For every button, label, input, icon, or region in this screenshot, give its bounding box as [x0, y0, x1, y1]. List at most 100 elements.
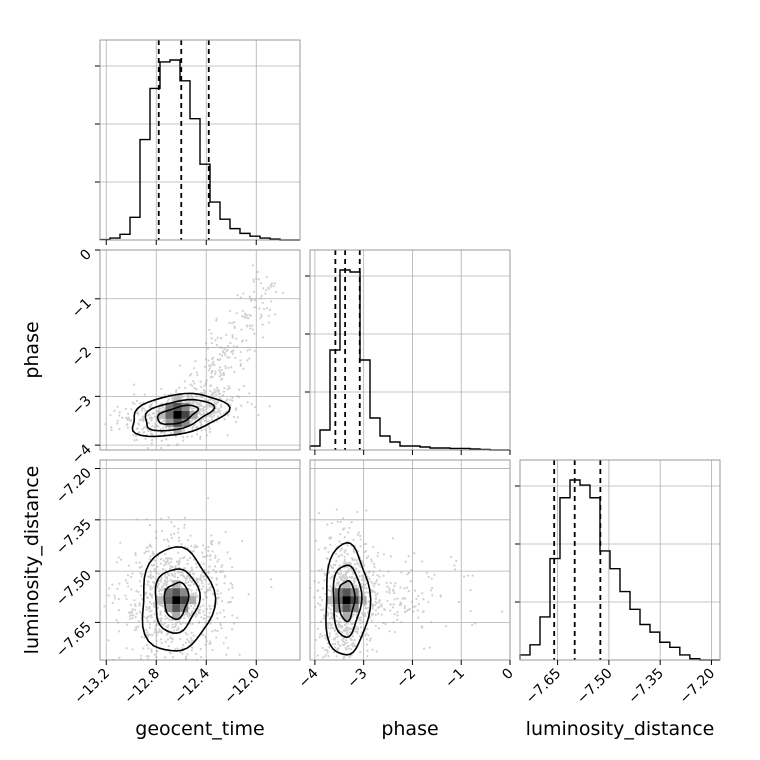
scatter-point	[137, 590, 140, 594]
scatter-point	[146, 596, 149, 600]
scatter-point	[131, 401, 134, 404]
scatter-point	[359, 538, 362, 541]
scatter-point	[314, 638, 317, 642]
scatter-point	[199, 409, 202, 412]
scatter-point	[156, 424, 159, 427]
scatter-point	[329, 594, 333, 597]
scatter-point	[316, 589, 319, 593]
scatter-point	[205, 434, 209, 437]
scatter-point	[345, 576, 348, 580]
scatter-point	[247, 593, 250, 596]
scatter-point	[209, 398, 213, 401]
scatter-point	[193, 386, 196, 390]
scatter-point	[336, 520, 339, 523]
scatter-point	[345, 631, 349, 634]
scatter-point	[404, 560, 407, 563]
scatter-point	[346, 553, 349, 556]
y-tick-label: −2	[69, 344, 95, 370]
scatter-point	[354, 563, 357, 566]
scatter-point	[150, 609, 153, 612]
x-tick-label: −2	[393, 666, 419, 692]
scatter-point	[471, 574, 474, 577]
scatter-point	[194, 594, 198, 597]
scatter-point	[148, 607, 151, 610]
scatter-point	[242, 367, 245, 370]
scatter-point	[138, 602, 141, 605]
scatter-point	[221, 354, 224, 357]
density-cell	[173, 410, 182, 419]
scatter-point	[412, 605, 415, 608]
scatter-point	[224, 367, 227, 370]
scatter-point	[162, 559, 165, 562]
scatter-point	[163, 393, 167, 396]
scatter-point	[392, 606, 395, 609]
scatter-point	[205, 571, 208, 574]
scatter-point	[178, 557, 182, 560]
scatter-point	[348, 627, 351, 630]
scatter-point	[116, 419, 119, 422]
scatter-point	[186, 397, 189, 400]
scatter-point	[149, 588, 152, 591]
scatter-point	[148, 626, 151, 629]
scatter-point	[223, 347, 226, 351]
scatter-point	[148, 413, 151, 416]
scatter-point	[173, 525, 176, 528]
scatter-point	[184, 641, 187, 644]
scatter-point	[147, 422, 150, 425]
scatter-point	[118, 427, 121, 431]
scatter-point	[251, 297, 254, 301]
scatter-point	[118, 656, 121, 659]
scatter-point	[203, 365, 206, 368]
scatter-point	[205, 411, 208, 414]
scatter-point	[230, 350, 233, 353]
scatter-point	[209, 554, 212, 557]
scatter-point	[148, 524, 152, 527]
scatter-point	[135, 626, 138, 629]
scatter-point	[200, 616, 203, 619]
scatter-point	[371, 648, 374, 651]
scatter-point	[159, 580, 162, 583]
density-cell	[342, 588, 351, 597]
scatter-point	[160, 517, 163, 520]
scatter-point	[207, 425, 211, 428]
scatter-point	[226, 551, 229, 554]
scatter-point	[264, 292, 267, 295]
scatter-point	[137, 431, 140, 434]
scatter-point	[356, 533, 359, 536]
scatter-point	[220, 369, 223, 372]
scatter-point	[386, 585, 389, 588]
panel-scatter-geocent_time-luminosity_distance	[99, 459, 301, 661]
scatter-point	[205, 608, 208, 611]
scatter-point	[157, 572, 160, 575]
scatter-point	[450, 556, 453, 559]
scatter-point	[160, 593, 163, 596]
scatter-point	[252, 280, 256, 283]
scatter-point	[200, 574, 203, 577]
scatter-point	[194, 652, 197, 656]
scatter-point	[329, 585, 332, 588]
scatter-point	[343, 620, 346, 624]
scatter-point	[363, 587, 366, 590]
scatter-point	[201, 571, 204, 574]
density-cell	[164, 596, 173, 605]
scatter-point	[194, 545, 197, 549]
scatter-point	[259, 317, 262, 320]
scatter-point	[149, 555, 152, 558]
scatter-point	[208, 398, 211, 401]
scatter-point	[209, 558, 212, 561]
y-tick-label: −7.20	[53, 465, 95, 507]
scatter-point	[217, 369, 221, 372]
scatter-point	[356, 628, 360, 631]
scatter-point	[208, 430, 211, 434]
scatter-point	[469, 589, 472, 592]
scatter-point	[154, 530, 158, 533]
scatter-point	[239, 363, 242, 366]
scatter-point	[210, 332, 213, 335]
scatter-point	[168, 651, 171, 654]
scatter-point	[118, 411, 121, 414]
scatter-point	[269, 285, 272, 288]
scatter-point	[344, 549, 347, 552]
scatter-point	[347, 647, 350, 650]
scatter-point	[325, 653, 328, 656]
scatter-point	[336, 635, 339, 638]
